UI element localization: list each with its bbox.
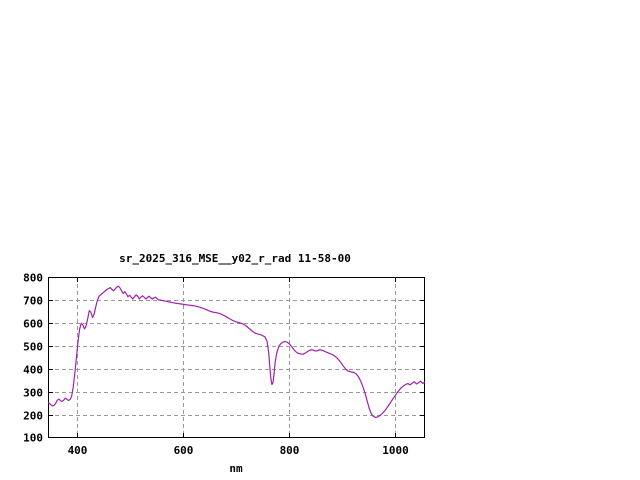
y-tick-label: 200 — [23, 410, 43, 423]
y-tick-label: 800 — [23, 272, 43, 285]
y-tick-label: 300 — [23, 387, 43, 400]
spectral-plot: 800 700 600 500 400 300 200 100 400 600 … — [23, 272, 426, 475]
x-tick-label: 800 — [280, 444, 300, 457]
x-tick-label: 400 — [68, 444, 88, 457]
y-tick-labels: 800 700 600 500 400 300 200 100 — [23, 272, 43, 445]
y-tick-label: 600 — [23, 318, 43, 331]
x-tick-label: 1000 — [382, 444, 409, 457]
x-axis-ticks — [77, 277, 396, 438]
grid-lines — [48, 277, 425, 438]
y-tick-label: 500 — [23, 341, 43, 354]
plot-frame — [48, 277, 425, 438]
x-tick-label: 600 — [174, 444, 194, 457]
y-tick-label: 700 — [23, 295, 43, 308]
x-tick-labels: 400 600 800 1000 — [68, 444, 409, 457]
chart-title: sr_2025_316_MSE__y02_r_rad 11-58-00 — [119, 252, 351, 265]
y-tick-label: 400 — [23, 364, 43, 377]
y-tick-label: 100 — [23, 432, 43, 445]
spectral-curve — [47, 285, 426, 418]
x-axis-label: nm — [229, 462, 243, 475]
y-axis-ticks — [48, 277, 425, 438]
